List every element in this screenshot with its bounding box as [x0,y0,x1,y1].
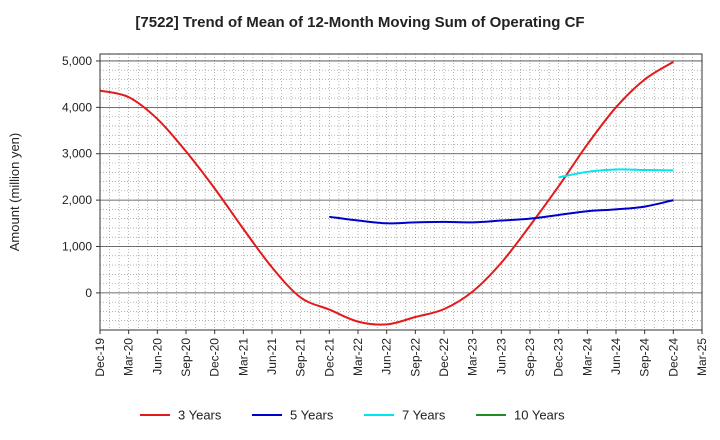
x-tick-label: Jun-24 [609,338,623,375]
x-tick-label: Sep-23 [523,338,537,377]
x-tick-label: Mar-22 [351,338,365,376]
legend-label: 7 Years [402,408,446,423]
plot-frame [99,53,703,331]
series-lines [99,61,674,326]
legend-label: 5 Years [290,408,334,423]
legend[interactable]: 3 Years 5 Years 7 Years 10 Years [140,408,565,423]
x-tick-label: Mar-24 [580,338,594,376]
y-tick-label: 3,000 [62,147,92,161]
x-tick-label: Jun-22 [380,338,394,375]
x-tick-label: Dec-22 [437,338,451,377]
x-tick-label: Dec-20 [208,338,222,377]
x-tick-label: Mar-25 [695,338,709,376]
x-tick-label: Sep-22 [408,338,422,377]
series-line-5-years [329,199,674,225]
x-tick-label: Jun-23 [494,338,508,375]
x-tick-label: Jun-20 [150,338,164,375]
y-tick-label: 0 [85,286,92,300]
series-line-3-years [99,61,674,326]
chart-title: [7522] Trend of Mean of 12-Month Moving … [135,14,584,31]
legend-item-5-years[interactable]: 5 Years [252,408,334,423]
x-tick-label: Sep-24 [638,338,652,377]
x-tick-label: Mar-21 [236,338,250,376]
legend-item-7-years[interactable]: 7 Years [364,408,446,423]
y-tick-label: 2,000 [62,193,92,207]
x-tick-label: Jun-21 [265,338,279,375]
y-tick-label: 1,000 [62,240,92,254]
y-tick-label: 4,000 [62,100,92,114]
x-axis-ticks: Dec-19 Mar-20 Jun-20 Sep-20 Dec-20 Mar-21 Jun-… [93,330,709,377]
y-tick-label: 5,000 [62,54,92,68]
x-tick-label: Mar-20 [122,338,136,376]
x-tick-label: Dec-21 [322,338,336,377]
x-tick-label: Sep-21 [294,338,308,377]
x-tick-label: Dec-19 [93,338,107,377]
legend-item-3-years[interactable]: 3 Years [140,408,222,423]
legend-label: 3 Years [178,408,222,423]
legend-label: 10 Years [514,408,565,423]
x-tick-label: Dec-24 [666,338,680,377]
series-line-7-years [558,168,674,179]
legend-item-10-years[interactable]: 10 Years [476,408,565,423]
x-tick-label: Mar-23 [466,338,480,376]
x-tick-label: Sep-20 [179,338,193,377]
y-axis-label: Amount (million yen) [7,133,22,252]
x-tick-label: Dec-23 [552,338,566,377]
y-axis-ticks: 0 1,000 2,000 3,000 4,000 5,000 [62,54,100,300]
grid [99,54,703,331]
